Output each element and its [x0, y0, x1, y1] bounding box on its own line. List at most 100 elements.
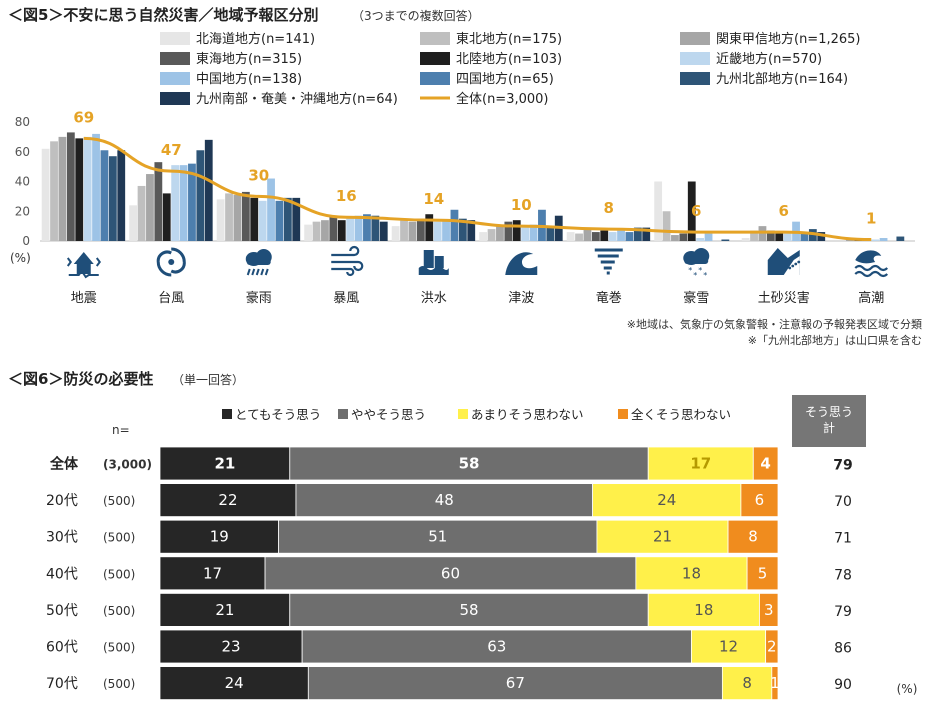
bar: [608, 232, 617, 241]
segment-label: 21: [215, 601, 234, 619]
bar: [766, 230, 775, 241]
legend-swatch: [618, 409, 628, 419]
row-sum: 90: [834, 677, 852, 693]
snowflake: *: [698, 266, 702, 275]
bar: [267, 178, 275, 241]
row-label: 30代: [46, 530, 78, 546]
fig5-note-2: ※「九州北部地方」は山口県を含む: [748, 333, 922, 347]
segment-label: 18: [694, 601, 713, 619]
fig5-subtitle: （3つまでの複数回答）: [352, 8, 480, 23]
bar: [654, 181, 663, 241]
segment: [159, 446, 291, 481]
segment-label: 2: [767, 638, 777, 656]
landslide-icon: [767, 248, 801, 275]
fig6-row: 全体 (3,000) 21 58 17 4 79: [49, 446, 853, 481]
segment-label: 67: [506, 674, 525, 692]
bar: [188, 163, 196, 241]
bar: [442, 220, 450, 241]
bar: [671, 235, 679, 241]
row-n: (500): [103, 531, 135, 545]
flood-water: [418, 266, 449, 275]
row-label: 20代: [46, 493, 78, 509]
bar: [117, 150, 126, 241]
total-series-line: [83, 136, 872, 242]
sum-header-label: そう思う計: [805, 405, 853, 435]
fig6-row: 20代 (500) 22 48 24 6 70: [46, 483, 852, 518]
bar: [146, 174, 154, 241]
bar: [625, 232, 634, 241]
legend-label: ややそう思う: [351, 407, 426, 422]
row-label: 60代: [46, 640, 78, 656]
segment: [278, 519, 598, 554]
y-axis-unit: (%): [10, 251, 31, 265]
segment-label: 17: [690, 455, 711, 473]
fig6-row: 40代 (500) 17 60 18 5 78: [46, 556, 852, 591]
total-data-label: 6: [779, 202, 789, 220]
segment-label: 60: [441, 564, 460, 582]
row-n: (500): [103, 494, 135, 508]
legend-swatch: [222, 409, 232, 419]
segment-label: 3: [764, 601, 774, 619]
row-sum: 70: [834, 494, 852, 510]
segment: [721, 666, 773, 700]
bar: [162, 193, 171, 241]
rain-drop: [260, 268, 265, 276]
bar: [817, 232, 826, 241]
bar: [154, 162, 163, 241]
category-label: 洪水: [421, 291, 447, 306]
legend-swatch: [420, 72, 450, 85]
cloud-base: [684, 258, 709, 264]
sum-header-line: そう思う: [805, 405, 853, 419]
legend-label: とてもそう思う: [235, 407, 321, 422]
segment-label: 23: [222, 638, 241, 656]
sum-header-box: [792, 395, 866, 447]
typhoon-icon: [156, 247, 186, 277]
total-data-label: 30: [248, 166, 269, 184]
segment-label: 12: [719, 638, 738, 656]
fig6-row: 70代 (500) 24 67 8 1 90: [46, 666, 852, 700]
bar: [233, 194, 242, 241]
total-data-label: 6: [691, 202, 701, 220]
bar: [871, 239, 880, 241]
y-tick-label: 0: [22, 234, 30, 248]
bar: [879, 238, 888, 241]
segment: [765, 629, 779, 664]
segment: [295, 483, 594, 518]
legend-label: 東北地方(n=175): [456, 31, 562, 47]
legend-label: 四国地方(n=65): [456, 71, 554, 87]
fig5-title: ＜図5＞不安に思う自然災害／地域予報区分別: [8, 6, 318, 24]
legend-swatch: [420, 52, 450, 65]
rain-drop: [246, 268, 251, 276]
tsunami-icon: [505, 252, 538, 275]
bar: [496, 226, 504, 241]
bar: [783, 233, 792, 241]
heavy-rain-icon: [245, 249, 272, 276]
legend-swatch: [160, 32, 190, 45]
bar: [196, 150, 205, 241]
bar: [171, 165, 180, 241]
segment-label: 24: [657, 491, 676, 509]
rock: [797, 260, 801, 264]
segment-label: 18: [682, 564, 701, 582]
house-roof: [73, 252, 94, 264]
legend-swatch: [338, 409, 348, 419]
category-label: 暴風: [333, 291, 359, 306]
total-data-label: 8: [604, 199, 614, 217]
legend-label: 全くそう思わない: [631, 407, 731, 422]
row-n: (500): [103, 604, 135, 618]
bar: [450, 209, 459, 241]
segment: [307, 666, 723, 700]
bar: [283, 197, 292, 241]
segment: [596, 519, 729, 554]
bar: [275, 200, 284, 241]
segment-label: 51: [428, 528, 447, 546]
segment-label: 17: [203, 564, 222, 582]
rock: [788, 266, 792, 270]
legend-label: あまりそう思わない: [471, 407, 584, 422]
tornado-icon: [594, 248, 623, 275]
bar: [258, 200, 267, 241]
building: [423, 250, 434, 268]
row-sum: 79: [833, 458, 852, 474]
bar: [400, 220, 408, 241]
